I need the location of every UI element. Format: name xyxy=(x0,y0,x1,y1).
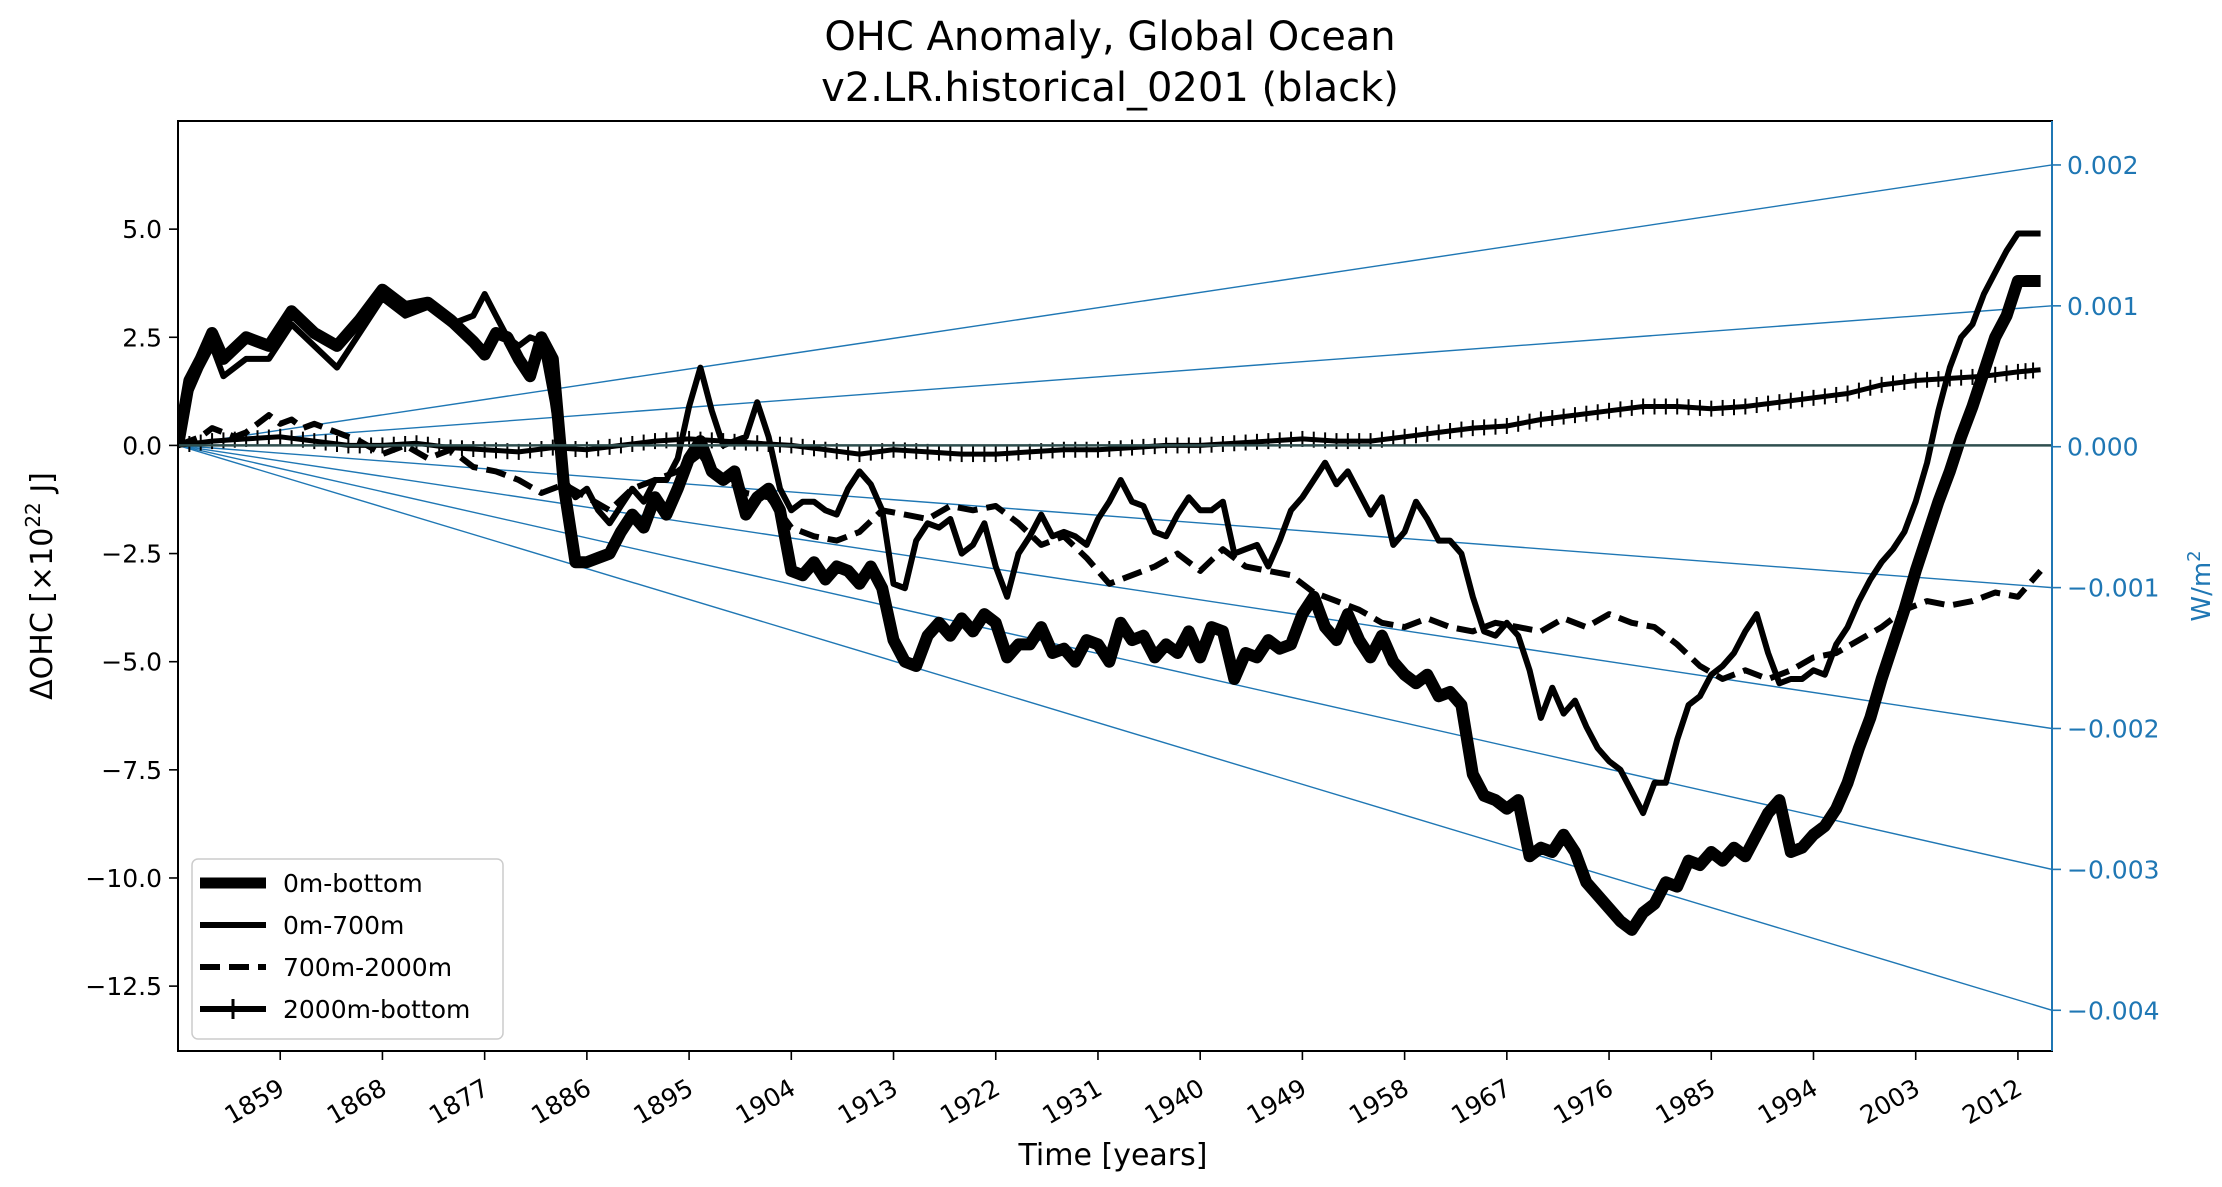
y2-tick-label: −0.003 xyxy=(2067,855,2160,884)
y2-axis-ticks: 0.002 0.001 0.000 −0.001 −0.002 −0.003 −0.004 xyxy=(2052,151,2160,1025)
y-tick-label: 5.0 xyxy=(122,215,162,244)
legend-label-0m-700m: 0m-700m xyxy=(283,911,404,940)
x-tick-label: 1940 xyxy=(1140,1073,1210,1130)
y-axis-label-main: ΔOHC [×10 xyxy=(25,528,60,700)
reference-line-2 xyxy=(178,444,2052,589)
y-tick-label: 2.5 xyxy=(122,323,162,352)
reference-line-1 xyxy=(178,305,2052,447)
x-axis-label: Time [years] xyxy=(1018,1138,1208,1173)
x-axis-ticks: 1859 1868 1877 1886 1895 1904 1913 1922 1931 1940… xyxy=(220,1051,2027,1130)
y-tick-label: −12.5 xyxy=(85,972,162,1001)
x-tick-label: 1904 xyxy=(731,1073,801,1130)
y2-tick-label: 0.001 xyxy=(2067,292,2139,321)
y-tick-label: −5.0 xyxy=(101,648,162,677)
y2-tick-label: −0.002 xyxy=(2067,715,2160,744)
x-tick-label: 1859 xyxy=(220,1073,290,1130)
legend: 0m-bottom 0m-700m 700m-2000m 2000m-botto… xyxy=(191,858,504,1040)
y-axis-label-exponent: 22 xyxy=(21,502,45,527)
chart-title-line2: v2.LR.historical_0201 (black) xyxy=(821,65,1399,111)
x-tick-label: 1922 xyxy=(935,1073,1005,1130)
series-line-700m-2000m xyxy=(178,412,2043,682)
legend-label-2000m-bottom: 2000m-bottom xyxy=(283,995,470,1024)
legend-label-0m-bottom: 0m-bottom xyxy=(283,869,423,898)
reference-line-5 xyxy=(178,444,2052,1011)
x-tick-label: 1913 xyxy=(833,1073,903,1130)
y2-tick-label: 0.000 xyxy=(2067,433,2139,462)
x-tick-label: 1886 xyxy=(526,1073,596,1130)
y2-axis-label: W/m2 xyxy=(2184,550,2217,621)
reference-line-0 xyxy=(178,164,2052,447)
x-tick-label: 1985 xyxy=(1651,1073,1721,1130)
x-tick-label: 1967 xyxy=(1446,1073,1516,1130)
legend-label-700m-2000m: 700m-2000m xyxy=(283,953,452,982)
y2-tick-label: 0.002 xyxy=(2067,151,2139,180)
y-tick-label: −7.5 xyxy=(101,756,162,785)
y2-axis-label-exponent: 2 xyxy=(2184,550,2205,561)
reference-line-3 xyxy=(178,444,2052,730)
x-tick-label: 1868 xyxy=(322,1073,392,1130)
y-axis-label-tail: J] xyxy=(25,472,60,502)
legend-frame xyxy=(191,858,504,1040)
x-tick-label: 1877 xyxy=(424,1073,494,1130)
x-tick-label: 1958 xyxy=(1344,1073,1414,1130)
x-tick-label: 2003 xyxy=(1855,1073,1925,1130)
x-tick-label: 1895 xyxy=(628,1073,698,1130)
series-layer xyxy=(178,230,2043,936)
x-tick-label: 2012 xyxy=(1957,1073,2027,1130)
y-tick-label: −2.5 xyxy=(101,540,162,569)
y2-tick-label: −0.004 xyxy=(2067,996,2160,1025)
series-line-0m-bottom xyxy=(178,275,2041,936)
x-tick-label: 1994 xyxy=(1753,1073,1823,1130)
y-tick-label: −10.0 xyxy=(85,864,162,893)
series-line-2000m-bottom xyxy=(178,367,2041,457)
y2-axis-label-main: W/m xyxy=(2187,562,2217,622)
y-axis-ticks: 5.0 2.5 0.0 −2.5 −5.0 −7.5 −10.0 −12.5 xyxy=(85,215,178,1001)
y-axis-label: ΔOHC [×1022 J] xyxy=(21,472,60,700)
x-tick-label: 1931 xyxy=(1037,1073,1107,1130)
y2-tick-label: −0.001 xyxy=(2067,574,2160,603)
chart-title-line1: OHC Anomaly, Global Ocean xyxy=(824,14,1395,60)
y-tick-label: 0.0 xyxy=(122,431,162,460)
x-tick-label: 1949 xyxy=(1242,1073,1312,1130)
x-tick-label: 1976 xyxy=(1548,1073,1618,1130)
